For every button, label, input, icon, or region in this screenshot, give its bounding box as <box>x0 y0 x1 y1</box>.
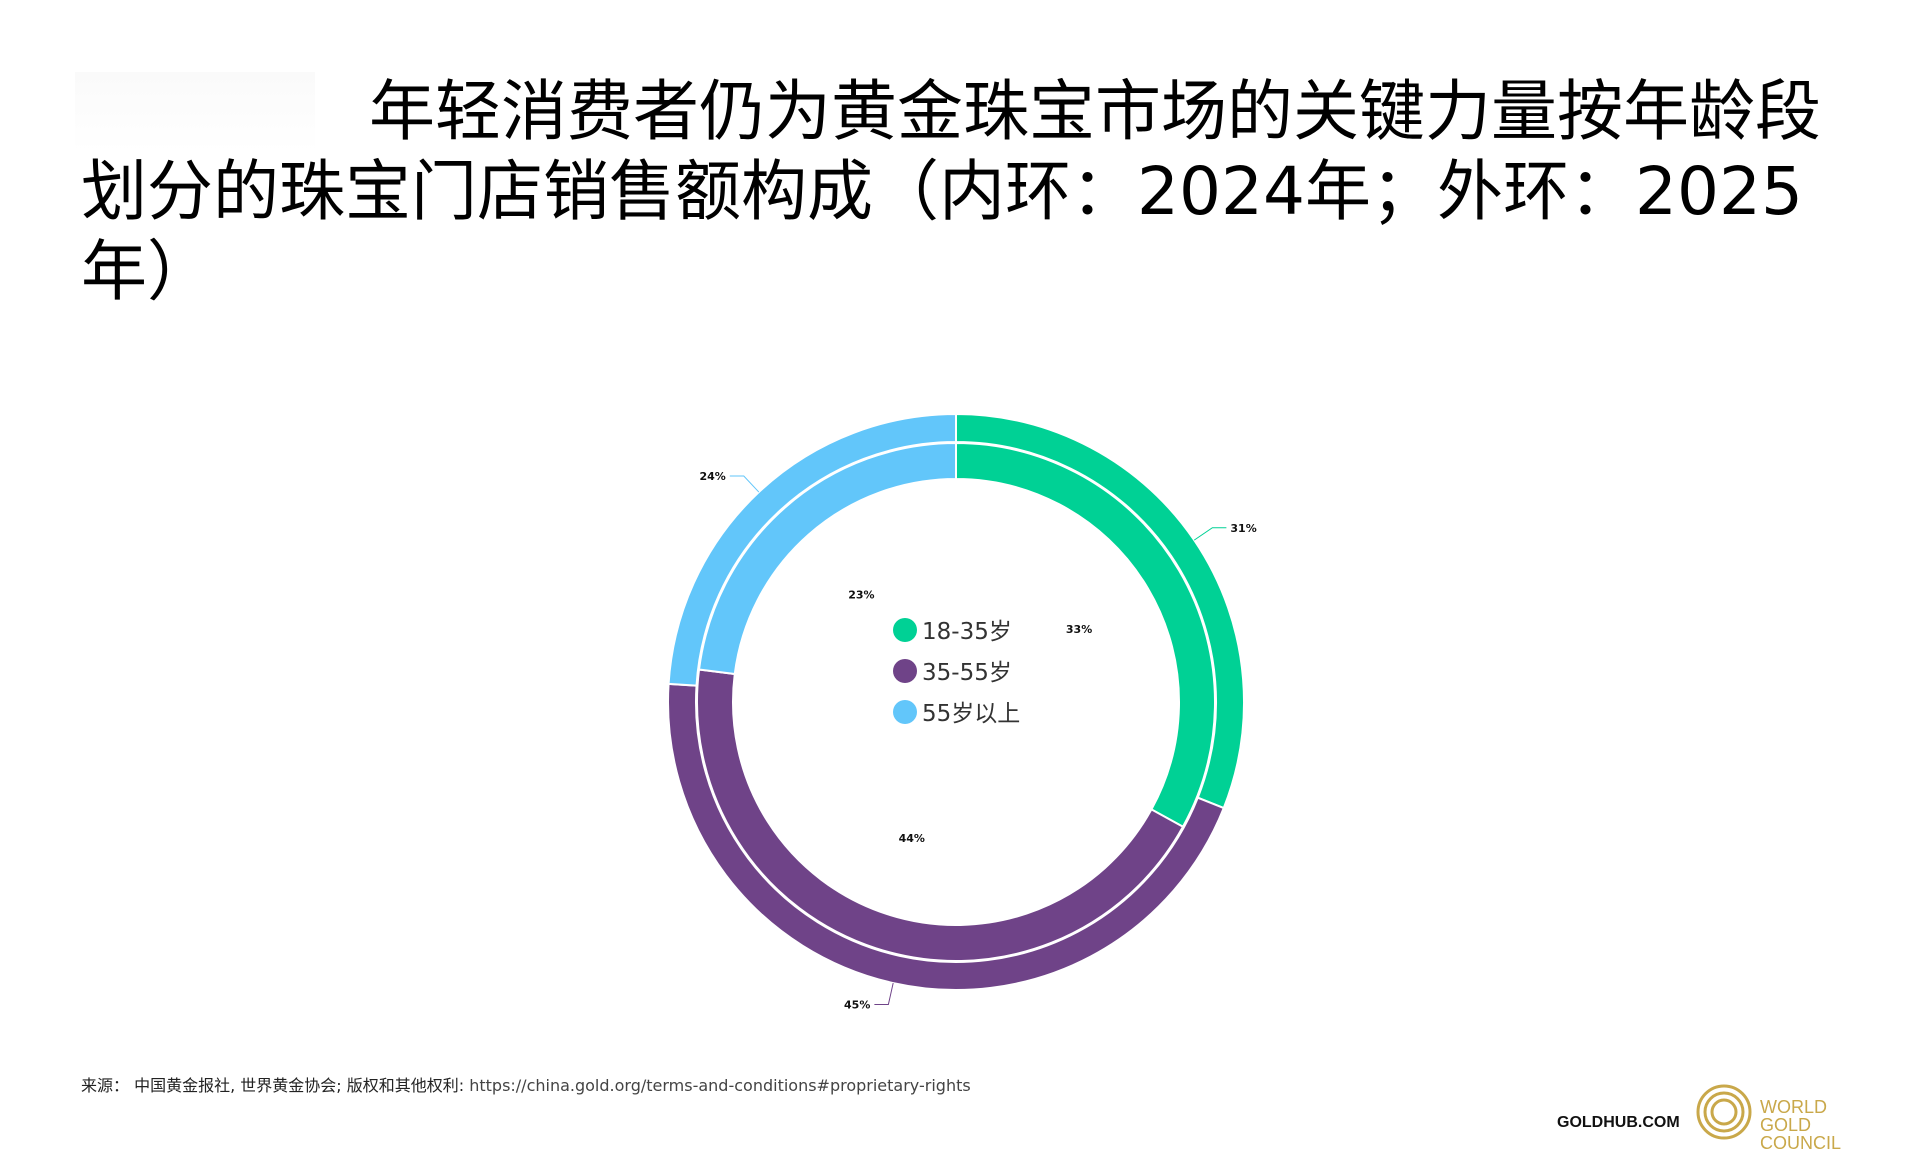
source-link[interactable]: https://china.gold.org/terms-and-conditi… <box>469 1076 971 1095</box>
legend: 18-35岁 35-55岁 55岁以上 <box>893 618 1020 727</box>
leader-line <box>874 982 894 1006</box>
logo-line: WORLD <box>1760 1097 1827 1117</box>
leader-line <box>729 475 760 493</box>
inner-data-label: 44% <box>899 832 925 845</box>
legend-marker <box>893 700 917 724</box>
inner-data-label: 33% <box>1066 623 1092 636</box>
logo-line: COUNCIL <box>1760 1133 1842 1153</box>
outer-data-label: 31% <box>1230 522 1256 535</box>
source-note: 来源： 中国黄金报社, 世界黄金协会; 版权和其他权利: https://chi… <box>81 1072 971 1096</box>
goldhub-link[interactable]: GOLDHUB.COM <box>1557 1114 1680 1131</box>
source-text: 来源： 中国黄金报社, 世界黄金协会; 版权和其他权利: <box>81 1076 470 1095</box>
chart-title: 年轻消费者仍为黄金珠宝市场的关键力量按年龄段划分的珠宝门店销售额构成（内环：20… <box>81 73 1821 310</box>
logo-line: GOLD <box>1760 1115 1812 1135</box>
legend-label: 55岁以上 <box>922 701 1020 727</box>
wgc-logo-icon <box>1696 1084 1752 1140</box>
outer-slice-2 <box>667 412 957 687</box>
outer-data-label: 45% <box>844 999 870 1012</box>
legend-marker <box>893 659 917 683</box>
leader-line <box>1193 527 1227 541</box>
inner-data-label: 23% <box>848 589 874 602</box>
title-image-placeholder <box>75 72 315 152</box>
legend-marker <box>893 618 917 642</box>
legend-label: 18-35岁 <box>922 619 1012 645</box>
legend-label: 35-55岁 <box>922 660 1012 686</box>
outer-data-label: 24% <box>699 470 725 483</box>
wgc-logo-text: WORLD GOLD COUNCIL <box>1760 1098 1841 1152</box>
